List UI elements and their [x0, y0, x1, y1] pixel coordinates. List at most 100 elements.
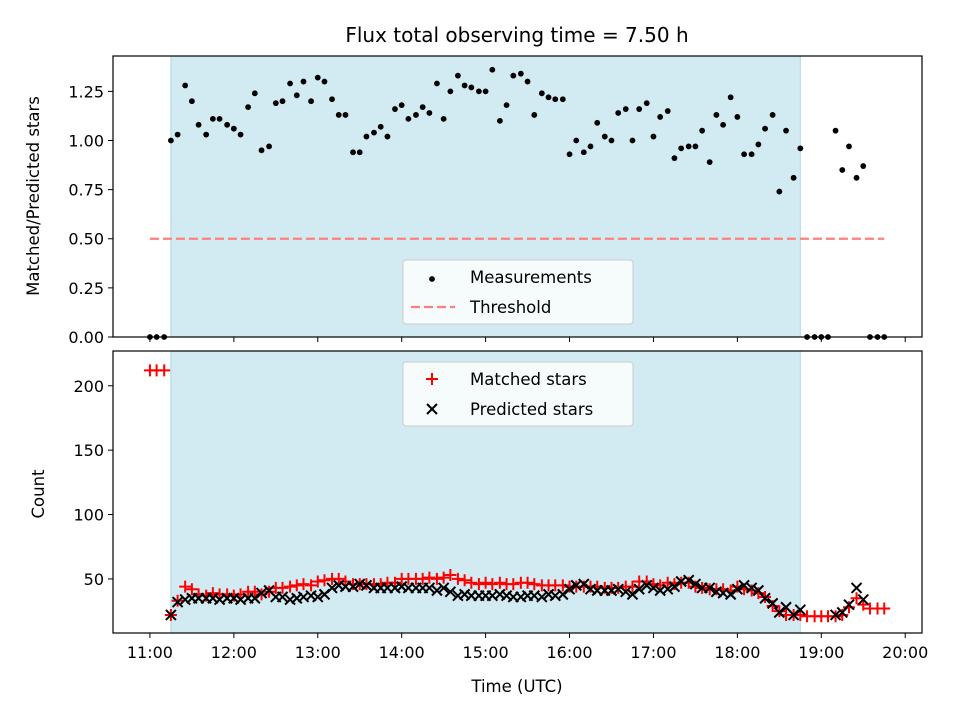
predicted-star-point [787, 609, 800, 621]
measurement-point [650, 133, 657, 140]
measurement-point [601, 133, 608, 140]
y-tick-label: 200 [73, 377, 104, 396]
measurement-point [762, 125, 768, 132]
predicted-star-point [703, 582, 716, 594]
predicted-star-point [620, 586, 632, 598]
matched-star-point [437, 571, 450, 584]
matched-star-point [507, 578, 520, 591]
plot-frame [112, 55, 923, 338]
legend: Measurements Threshold [402, 259, 634, 325]
measurement-point [440, 115, 447, 122]
x-tick-label: 16:00 [546, 643, 592, 662]
x-tick-label: 14:00 [379, 643, 425, 662]
matched-star-point [842, 601, 855, 614]
predicted-star-point [557, 588, 569, 601]
measurement-point [671, 155, 678, 162]
matched-star-point [444, 569, 457, 582]
measurement-point [224, 121, 231, 128]
measurement-point [846, 143, 852, 150]
predicted-star-point [276, 591, 289, 603]
matched-star-point [689, 580, 702, 593]
matched-star-point [528, 578, 541, 591]
predicted-star-point [171, 596, 184, 608]
measurement-point [216, 115, 223, 122]
matched-star-point [493, 576, 506, 589]
y-tick-label: 0.25 [68, 279, 104, 298]
y-tick-label: 0.75 [68, 181, 104, 200]
legend-label: Predicted stars [470, 400, 593, 419]
matched-star-point [179, 580, 192, 593]
matched-star-point [731, 580, 744, 593]
y-tick-label: 0.50 [68, 230, 104, 249]
measurement-point [643, 100, 650, 107]
matched-star-point [416, 572, 429, 585]
measurement-point [776, 188, 783, 195]
measurement-point [769, 112, 776, 118]
matched-star-point [878, 602, 891, 615]
measurement-point [258, 147, 265, 154]
measurement-point [510, 72, 517, 79]
measurement-point [566, 151, 573, 158]
matched-star-point [430, 572, 443, 585]
x-axis-label: Time (UTC) [470, 677, 562, 696]
measurement-point [734, 114, 741, 120]
x-tick-label: 11:00 [127, 643, 173, 662]
measurement-point [706, 159, 713, 166]
series-matched-stars [143, 364, 891, 623]
measurement-point [174, 131, 181, 138]
legend-plus-marker [426, 373, 438, 385]
x-tick-label: 17:00 [630, 643, 676, 662]
matched-star-point [423, 571, 436, 584]
legend-label: Measurements [470, 268, 592, 287]
predicted-star-point [437, 582, 450, 594]
measurement-point [482, 88, 489, 95]
predicted-star-point [829, 609, 842, 621]
measurement-point [573, 137, 580, 144]
predicted-star-point [731, 583, 744, 595]
measurement-point [195, 121, 202, 128]
x-tick-label: 19:00 [798, 643, 844, 662]
matched-star-point [311, 575, 324, 588]
measurement-point [755, 141, 762, 148]
measurement-point [455, 72, 461, 79]
plot-frame [112, 350, 923, 634]
predicted-star-point [255, 587, 268, 599]
measurement-point [272, 100, 279, 107]
y-tick-label: 50 [84, 570, 104, 589]
series-predicted-stars [165, 574, 869, 621]
measurement-point [188, 98, 195, 105]
matched-star-point [248, 585, 261, 598]
matched-star-point [318, 574, 331, 587]
measurement-point [552, 96, 559, 103]
predicted-star-point [773, 606, 786, 619]
matched-star-point [465, 576, 478, 589]
measurement-point [853, 174, 860, 181]
matched-star-point [185, 583, 198, 596]
measurement-point [594, 119, 601, 126]
predicted-star-point [647, 582, 660, 594]
measurement-point [517, 70, 524, 77]
predicted-star-point [249, 592, 261, 604]
legend-label: Threshold [469, 298, 551, 317]
measurement-point [314, 74, 321, 81]
matched-star-point [297, 578, 310, 591]
measurement-point [475, 88, 482, 95]
measurement-point [545, 94, 552, 101]
measurement-point [860, 163, 867, 169]
measurement-point [168, 137, 174, 144]
predicted-star-point [626, 588, 639, 601]
measurement-point [342, 112, 349, 118]
predicted-star-point [431, 584, 443, 597]
legend-dot-marker [429, 276, 435, 282]
matched-star-point [451, 572, 464, 585]
measurement-point [664, 108, 671, 114]
matched-star-point [682, 576, 695, 589]
matched-star-point [766, 599, 779, 612]
predicted-star-point [326, 582, 338, 594]
measurement-point [839, 167, 846, 173]
matched-star-point [332, 572, 345, 585]
series-measurements [147, 66, 888, 340]
matched-star-point [752, 587, 765, 600]
predicted-star-point [312, 591, 324, 603]
measurement-point [524, 78, 531, 85]
